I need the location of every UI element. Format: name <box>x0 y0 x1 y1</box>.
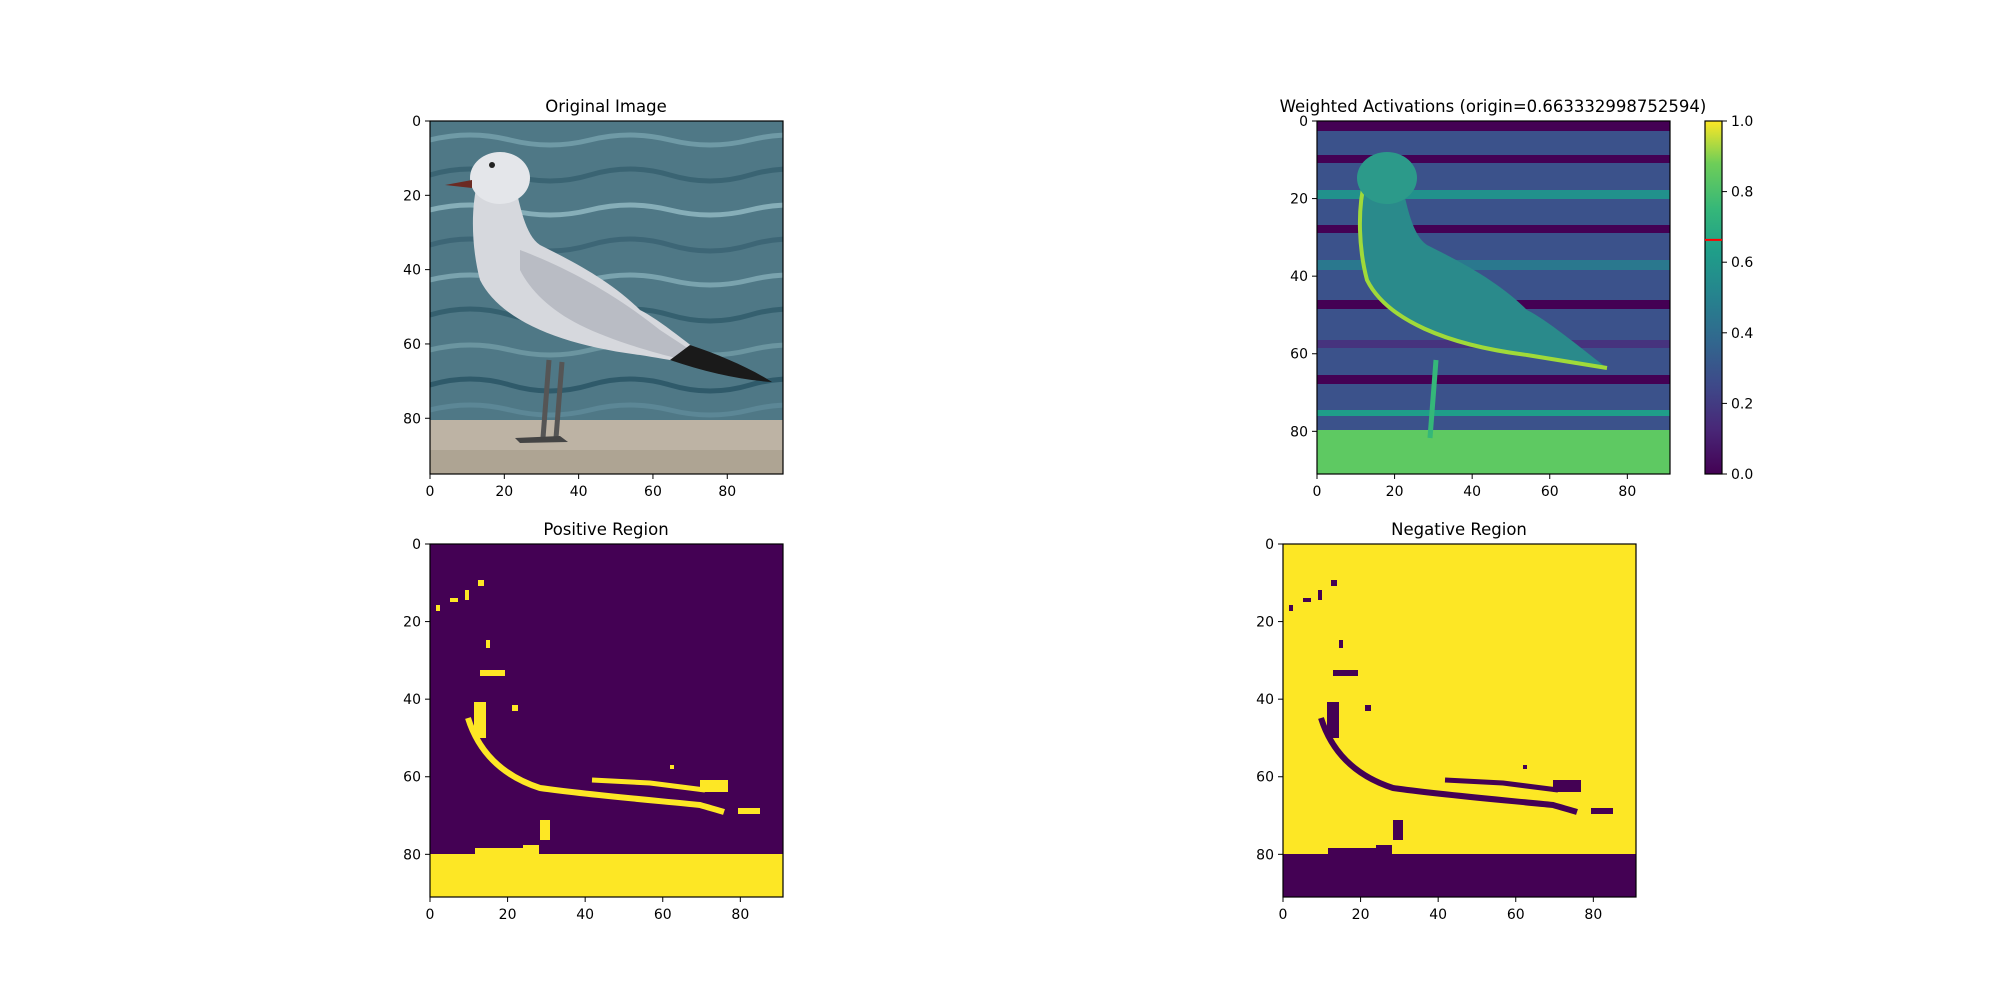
x-tick-label: 20 <box>1352 907 1370 923</box>
panel-title: Negative Region <box>1391 520 1527 539</box>
panel-title: Original Image <box>545 97 667 116</box>
y-tick-label: 80 <box>403 847 421 863</box>
x-tick-label: 40 <box>576 907 594 923</box>
y-tick-label: 0 <box>412 537 421 553</box>
x-tick-label: 80 <box>731 907 749 923</box>
x-tick-label: 20 <box>495 484 513 500</box>
y-tick-label: 80 <box>1290 424 1308 440</box>
y-tick-label: 60 <box>403 337 421 353</box>
y-tick-label: 40 <box>403 263 421 279</box>
x-tick-label: 20 <box>499 907 517 923</box>
colorbar-tick-label: 0.2 <box>1731 396 1753 412</box>
x-tick-label: 0 <box>426 907 435 923</box>
y-tick-label: 20 <box>403 188 421 204</box>
colorbar-tick-label: 0.4 <box>1731 326 1753 342</box>
colorbar-tick-label: 0.0 <box>1731 467 1753 483</box>
negative-region-panel: Negative Region <box>1282 520 1637 898</box>
x-tick-label: 20 <box>1386 484 1404 500</box>
x-tick-label: 40 <box>1463 484 1481 500</box>
y-tick-label: 40 <box>1290 269 1308 285</box>
y-tick-label: 80 <box>403 411 421 427</box>
y-tick-label: 60 <box>1256 770 1274 786</box>
x-tick-label: 40 <box>1429 907 1447 923</box>
panel-title: Positive Region <box>543 520 668 539</box>
x-tick-label: 80 <box>718 484 736 500</box>
positive-region-panel: Positive Region <box>429 520 784 898</box>
x-tick-label: 0 <box>1313 484 1322 500</box>
panel-title: Weighted Activations (origin=0.663332998… <box>1280 97 1707 116</box>
colorbar-tick-label: 1.0 <box>1731 114 1753 130</box>
y-tick-label: 40 <box>403 692 421 708</box>
colorbar-tick-label: 0.8 <box>1731 185 1753 201</box>
x-tick-label: 40 <box>570 484 588 500</box>
y-tick-label: 60 <box>403 770 421 786</box>
x-tick-label: 0 <box>426 484 435 500</box>
y-tick-label: 20 <box>403 615 421 631</box>
x-tick-label: 60 <box>1541 484 1559 500</box>
colorbar-tick-label: 0.6 <box>1731 255 1753 271</box>
y-tick-label: 20 <box>1256 615 1274 631</box>
x-tick-label: 80 <box>1618 484 1636 500</box>
x-tick-label: 60 <box>654 907 672 923</box>
y-tick-label: 0 <box>1299 114 1308 130</box>
weighted-activations-panel: Weighted Activations (origin=0.663332998… <box>1280 97 1754 483</box>
original-image-panel: Original Image <box>429 97 784 475</box>
y-tick-label: 0 <box>1265 537 1274 553</box>
y-tick-label: 0 <box>412 114 421 130</box>
activation-heatmap <box>1317 121 1670 474</box>
x-tick-label: 60 <box>644 484 662 500</box>
x-tick-label: 60 <box>1507 907 1525 923</box>
positive-region-mask <box>430 544 783 897</box>
seagull-photo <box>430 121 783 474</box>
y-tick-label: 60 <box>1290 347 1308 363</box>
y-tick-label: 40 <box>1256 692 1274 708</box>
y-tick-label: 20 <box>1290 192 1308 208</box>
y-tick-label: 80 <box>1256 847 1274 863</box>
x-tick-label: 80 <box>1584 907 1602 923</box>
colorbar: 0.0 0.2 0.4 0.6 0.8 1.0 <box>1704 114 1753 483</box>
x-tick-label: 0 <box>1279 907 1288 923</box>
negative-region-mask <box>1283 544 1636 897</box>
